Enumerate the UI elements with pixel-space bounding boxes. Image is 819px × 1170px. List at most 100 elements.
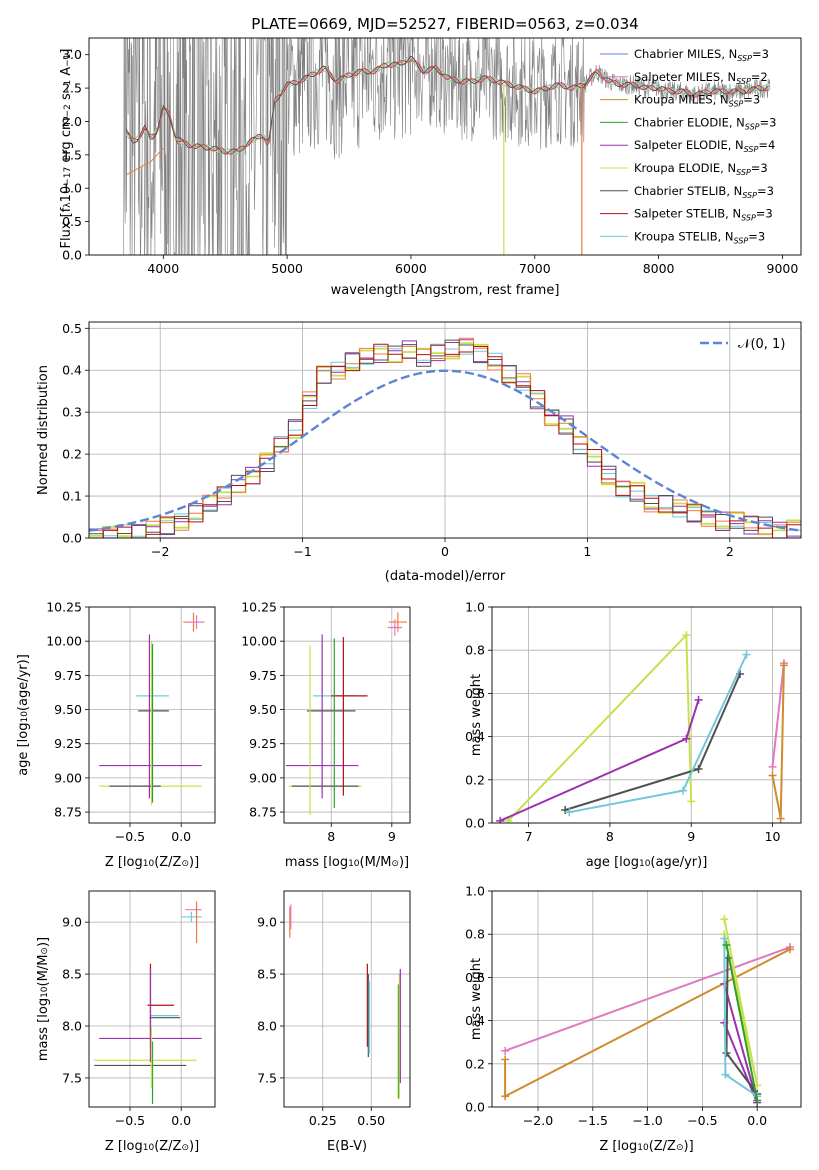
legend-entry: Salpeter MILES, NSSP=2 xyxy=(634,70,768,86)
series-marker xyxy=(768,762,777,771)
x-tick-label: −1 xyxy=(293,544,311,559)
label-part: 10 xyxy=(143,1143,155,1153)
y-axis-label: mass weight xyxy=(469,674,484,756)
label-part: ⊙ xyxy=(391,859,399,869)
label-part: 10 xyxy=(639,859,651,869)
series-marker xyxy=(501,1055,510,1064)
panel-mass-vs-EBV: 0.25 0.50 7.5 8.0 8.5 9.0 E(B-V) xyxy=(257,890,411,1154)
legend-entry: Kroupa MILES, NSSP=3 xyxy=(634,93,760,109)
series-marker xyxy=(776,814,785,823)
panel-massweight-vs-Z: −2.0 −1.5 −1.0 −0.5 0.0 0.0 0.2 0.4 0.6 0.8 1.0 Z [… xyxy=(465,884,802,1154)
legend-tail: =3 xyxy=(751,161,768,175)
series-marker xyxy=(561,806,570,815)
y-tick-label: 0.0 xyxy=(62,248,82,263)
label-part: Z [log xyxy=(105,855,143,870)
series-marker xyxy=(496,816,505,823)
y-tick-label: 0.6 xyxy=(465,970,485,985)
x-axis-label: mass [log10(M/M⊙)] xyxy=(285,855,409,870)
y-tick-label: 0.0 xyxy=(465,816,485,831)
axes-frame xyxy=(88,37,802,256)
y-axis-label: Flux [fλ10−17 erg cm−2 s−1 A−1] xyxy=(59,49,74,249)
legend-tail: =4 xyxy=(758,138,775,152)
x-axis-label: Z [log10(Z/Z⊙)] xyxy=(599,1139,693,1154)
legend-sub: SSP xyxy=(744,145,759,154)
y-tick-label: 0.5 xyxy=(62,214,82,229)
series-marker xyxy=(768,771,777,780)
label-part: ] xyxy=(59,49,74,54)
series-marker xyxy=(722,1049,731,1057)
series-line-kroupa_stelib xyxy=(569,654,748,814)
x-tick-label: −1.0 xyxy=(632,1113,662,1128)
y-tick-label: 10.00 xyxy=(241,634,277,649)
label-part: Z [log xyxy=(599,1139,637,1154)
panel-spectrum: 4000 5000 6000 7000 8000 9000 0.0 0.5 1.0 1.5 2.0 2… xyxy=(59,37,802,298)
series-line-kroupa_elodie xyxy=(507,632,693,822)
legend-tail: =3 xyxy=(743,93,760,107)
y-tick-label: 8.5 xyxy=(62,967,82,982)
x-tick-label: −0.5 xyxy=(115,829,145,844)
series-marker xyxy=(742,650,751,659)
model-spectrum-orange xyxy=(125,57,770,155)
plot-area xyxy=(496,631,788,823)
y-tick-label: 10.00 xyxy=(46,634,82,649)
y-tick-label: 9.50 xyxy=(249,702,277,717)
x-axis-label: wavelength [Angstrom, rest frame] xyxy=(331,283,560,298)
label-part: (age/yr)] xyxy=(650,855,707,870)
y-tick-label: 8.75 xyxy=(249,805,277,820)
axes-frame xyxy=(88,890,216,1108)
plot-area xyxy=(94,901,202,1104)
y-tick-label: 2.0 xyxy=(62,114,82,129)
label-part: (M/M xyxy=(360,855,392,870)
series-marker xyxy=(501,1092,510,1101)
x-tick-label: 0.0 xyxy=(171,829,191,844)
legend-tail: =2 xyxy=(751,70,768,84)
y-tick-label: 1.5 xyxy=(62,147,82,162)
label-part: ⊙ xyxy=(40,947,50,955)
y-axis-label: mass weight xyxy=(469,958,484,1040)
legend-tail: =3 xyxy=(748,229,765,243)
y-tick-label: 10.25 xyxy=(46,600,82,615)
series-marker xyxy=(694,765,703,773)
y-tick-label: 3.0 xyxy=(62,47,82,62)
series-line-kroupa_miles xyxy=(771,665,785,819)
x-tick-label: 2 xyxy=(726,544,734,559)
legend-tail: =3 xyxy=(760,115,777,129)
x-tick-label: 8000 xyxy=(643,261,675,276)
axes-frame xyxy=(491,890,802,1108)
series-marker xyxy=(779,661,788,670)
y-tick-label: 0.4 xyxy=(465,729,485,744)
series-marker xyxy=(722,941,731,949)
x-tick-label: 9000 xyxy=(767,261,799,276)
x-tick-label: −2.0 xyxy=(523,1113,553,1128)
label-part: 10 xyxy=(143,859,155,869)
label-part: 10 xyxy=(40,986,50,998)
gaussian-curve xyxy=(89,369,801,532)
label-part: A xyxy=(59,67,74,80)
x-tick-label: 0.50 xyxy=(357,1113,385,1128)
x-tick-label: 9 xyxy=(687,829,695,844)
y-tick-label: 0.2 xyxy=(62,447,82,462)
legend-sub: SSP xyxy=(741,214,756,223)
y-tick-label: 8.5 xyxy=(257,967,277,982)
y-tick-label: 9.25 xyxy=(249,736,277,751)
series-marker xyxy=(687,797,696,806)
label-part: (Z/Z xyxy=(154,1139,181,1154)
series-marker xyxy=(682,734,691,743)
series-marker xyxy=(501,1046,510,1055)
label-part: age [log xyxy=(586,855,639,870)
label-part: −1 xyxy=(63,54,73,67)
legend-entry: Kroupa STELIB, NSSP=3 xyxy=(634,229,765,245)
legend-tail: =3 xyxy=(756,207,773,221)
x-tick-label: 8 xyxy=(606,829,614,844)
y-tick-label: 2.5 xyxy=(62,81,82,96)
series-marker xyxy=(721,1070,730,1079)
legend-sub: SSP xyxy=(734,236,749,245)
y-tick-label: 0.5 xyxy=(62,321,82,336)
label-part: 10 xyxy=(20,711,30,723)
panel-age-vs-Z: −0.5 0.0 8.75 9.00 9.25 9.50 9.75 10.00 10.25 Z [… xyxy=(16,600,216,870)
label-part: (age/yr)] xyxy=(16,654,31,711)
model-spectrum-salpeter_elodie xyxy=(125,60,769,155)
x-tick-label: 5000 xyxy=(271,261,303,276)
y-tick-label: 9.0 xyxy=(257,915,277,930)
